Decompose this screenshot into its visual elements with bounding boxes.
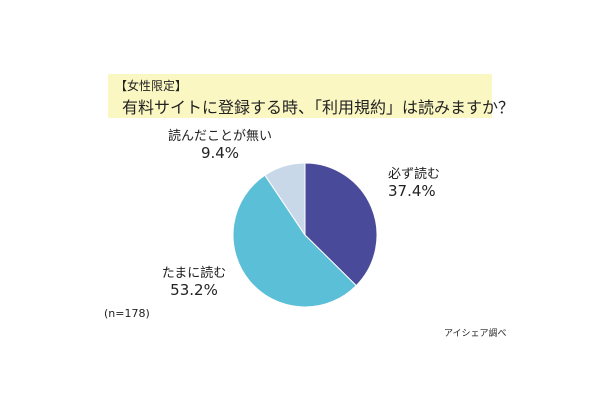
pie-slice-always xyxy=(304,162,378,287)
slice-label-never: 読んだことが無い 9.4% xyxy=(160,125,280,162)
slice-label-sometimes-category: たまに読む xyxy=(161,266,227,281)
chart-title-prefix: 【女性限定】 xyxy=(115,79,188,93)
sample-size-note: (n=178) xyxy=(104,307,150,320)
pie-slice-never xyxy=(264,162,306,237)
slice-label-always: 必ず読む 37.4% xyxy=(388,163,440,200)
slice-label-never-value: 9.4% xyxy=(200,144,240,162)
pie-slice-sometimes xyxy=(232,174,357,308)
chart-title: 有料サイトに登録する時、「利用規約」は読みますか？ xyxy=(122,98,515,117)
slice-label-never-category: 読んだことが無い xyxy=(167,129,272,144)
slice-label-always-category: 必ず読む xyxy=(388,167,441,182)
slice-label-sometimes-value: 53.2% xyxy=(170,281,218,299)
source-note: アイシェア調べ xyxy=(444,329,507,339)
slice-label-always-value: 37.4% xyxy=(388,182,436,200)
slice-label-sometimes: たまに読む 53.2% xyxy=(144,262,244,299)
chart-title-box: 【女性限定】 有料サイトに登録する時、「利用規約」は読みますか？ xyxy=(108,74,514,118)
